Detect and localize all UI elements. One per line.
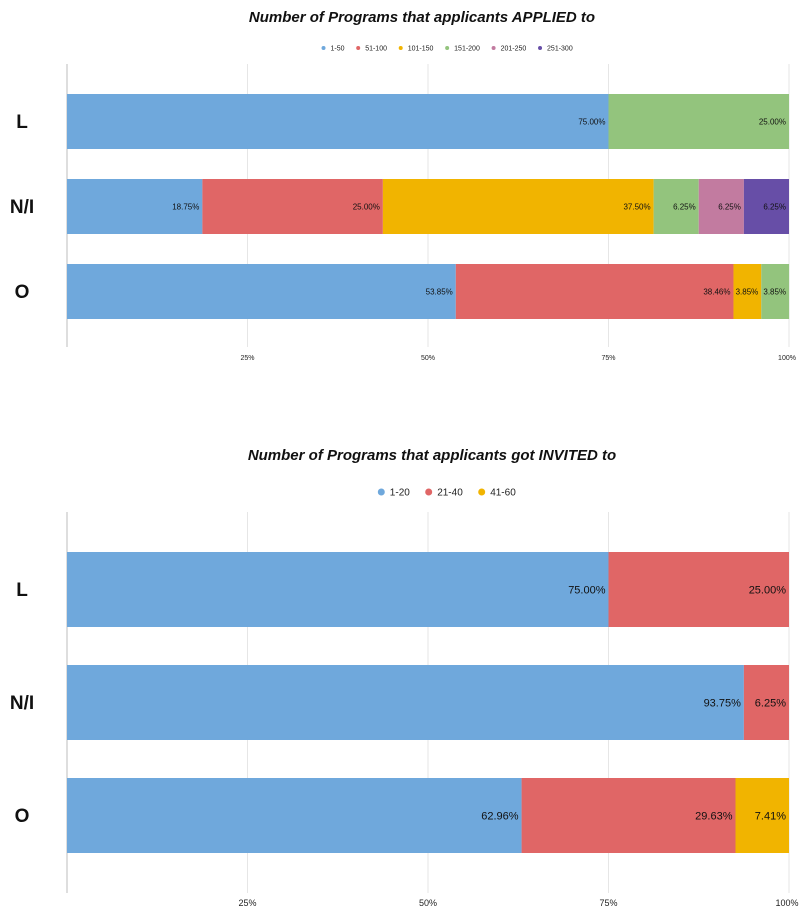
chart-2-legend-label-1: 1-20 [390, 488, 410, 499]
chart-1-bar-3-3 [733, 264, 762, 319]
chart-2-legend-label-2: 21-40 [437, 488, 463, 499]
chart-1-bar-3-2 [455, 264, 734, 319]
chart-2-category-label-3: O [15, 806, 30, 827]
chart-2-data-label-3-2: 29.63% [695, 810, 733, 822]
chart-1-legend-swatch-1 [321, 46, 326, 50]
chart-2-tick-label-1: 25% [238, 898, 256, 908]
chart-1-legend-swatch-3 [398, 46, 403, 50]
chart-1-legend: 1-50 51-100 101-150 151-200 201-250 251-300 [321, 45, 573, 52]
chart-2-data-label-1-1: 75.00% [568, 584, 606, 596]
chart-2-bar-1-1 [67, 552, 609, 627]
chart-1-legend-label-1: 1-50 [331, 45, 345, 52]
chart-1-legend-label-5: 201-250 [501, 45, 527, 52]
chart-1-legend-swatch-6 [538, 46, 543, 50]
chart-2-category-label-1: L [16, 580, 28, 601]
chart-1-legend-label-4: 151-200 [454, 45, 480, 52]
chart-1-applied: 1-50 51-100 101-150 151-200 201-250 251-300 L 7… [10, 45, 796, 362]
chart-2-legend-swatch-2 [425, 488, 433, 496]
chart-1-legend-swatch-2 [356, 46, 361, 50]
chart-1-bar-3-1 [67, 264, 456, 319]
chart-2-title: Number of Programs that applicants got I… [248, 447, 616, 464]
chart-1-data-label-3-1: 53.85% [426, 287, 453, 296]
chart-1-bar-2-6 [743, 179, 789, 234]
chart-1-bar-2-2 [202, 179, 383, 234]
chart-1-data-label-3-3: 3.85% [736, 287, 759, 296]
chart-1-legend-label-6: 251-300 [547, 45, 573, 52]
chart-1-data-label-2-1: 18.75% [172, 202, 199, 211]
chart-1-bar-2-4 [653, 179, 699, 234]
chart-2-legend-label-3: 41-60 [490, 488, 516, 499]
chart-1-bar-1-1 [67, 94, 609, 149]
chart-2-bar-2-2 [743, 665, 789, 740]
chart-2-category-label-2: N/I [10, 693, 34, 714]
chart-2-data-label-3-1: 62.96% [481, 810, 519, 822]
chart-1-data-label-2-3: 37.50% [623, 202, 650, 211]
chart-2-legend-swatch-1 [377, 488, 385, 496]
chart-2-tick-label-3: 75% [599, 898, 617, 908]
chart-2-data-label-1-2: 25.00% [749, 584, 787, 596]
chart-2-bar-3-3 [735, 778, 789, 853]
chart-1-tick-label-4: 100% [778, 355, 796, 362]
chart-1-bar-3-4 [761, 264, 790, 319]
chart-2-tick-label-2: 50% [419, 898, 437, 908]
chart-2-legend-swatch-3 [478, 488, 486, 496]
chart-1-bar-2-5 [698, 179, 744, 234]
chart-2-bar-3-2 [521, 778, 736, 853]
chart-1-legend-swatch-5 [491, 46, 496, 50]
chart-2-legend: 1-20 21-40 41-60 [377, 488, 516, 499]
chart-1-data-label-2-5: 6.25% [718, 202, 741, 211]
chart-1-tick-label-3: 75% [601, 355, 615, 362]
chart-1-data-label-1-4: 25.00% [759, 117, 786, 126]
chart-2-data-label-3-3: 7.41% [755, 810, 786, 822]
chart-1-category-label-2: N/I [10, 197, 34, 218]
chart-1-legend-label-2: 51-100 [365, 45, 387, 52]
chart-1-category-label-3: O [15, 282, 30, 303]
chart-1-bar-1-4 [608, 94, 789, 149]
chart-1-data-label-3-2: 38.46% [703, 287, 730, 296]
chart-1-tick-label-1: 25% [240, 355, 254, 362]
chart-1-data-label-2-6: 6.25% [763, 202, 786, 211]
chart-1-title: Number of Programs that applicants APPLI… [249, 9, 595, 26]
chart-1-data-label-2-2: 25.00% [353, 202, 380, 211]
chart-1-bar-2-1 [67, 179, 203, 234]
chart-2-bar-3-1 [67, 778, 522, 853]
chart-2-bar-2-1 [67, 665, 744, 740]
chart-1-data-label-2-4: 6.25% [673, 202, 696, 211]
chart-2-data-label-2-1: 93.75% [704, 697, 742, 709]
chart-2-invited: 1-20 21-40 41-60 L 75.00% 25.00% N/I 93.75% 6.25… [10, 488, 799, 909]
chart-1-category-label-1: L [16, 112, 28, 133]
chart-1-legend-label-3: 101-150 [408, 45, 434, 52]
chart-2-tick-label-4: 100% [775, 898, 798, 908]
chart-1-data-label-3-4: 3.85% [763, 287, 786, 296]
chart-1-tick-label-2: 50% [421, 355, 435, 362]
chart-2-data-label-2-2: 6.25% [755, 697, 786, 709]
chart-1-bar-2-3 [382, 179, 654, 234]
chart-1-data-label-1-1: 75.00% [578, 117, 605, 126]
chart-2-bar-1-2 [608, 552, 789, 627]
chart-1-legend-swatch-4 [445, 46, 450, 50]
